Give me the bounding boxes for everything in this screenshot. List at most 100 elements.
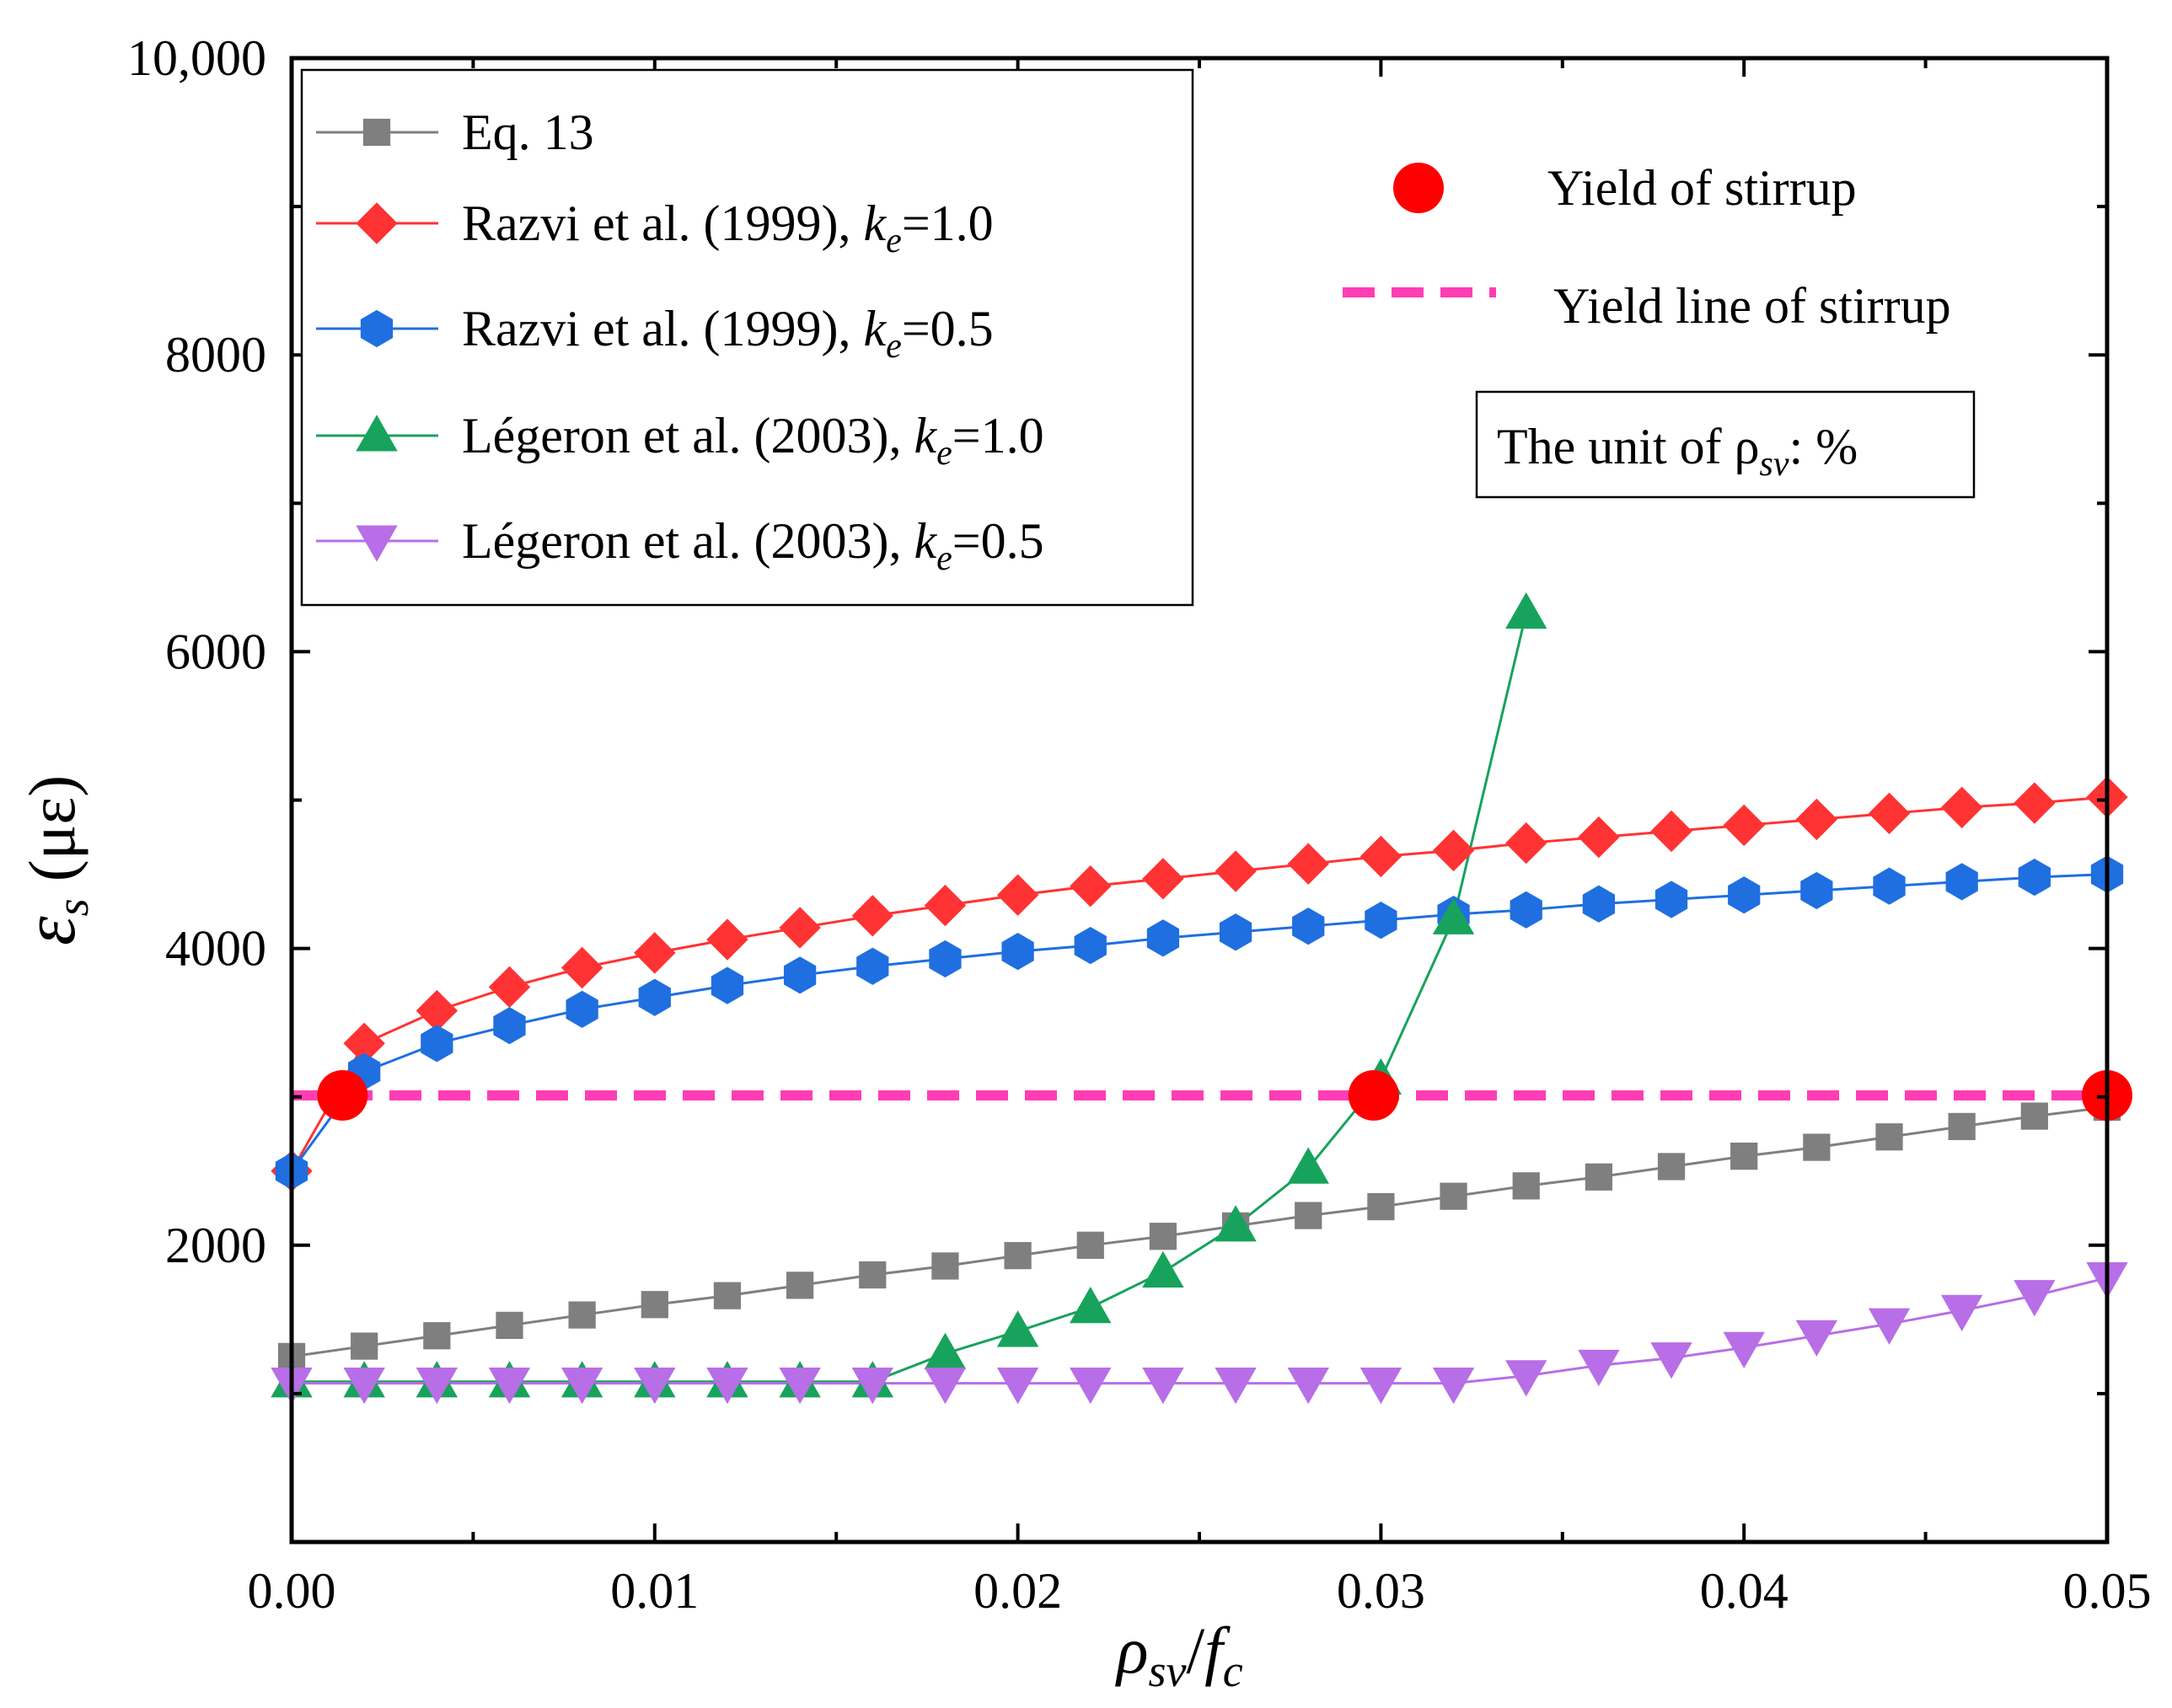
series-1-point-12 xyxy=(1142,858,1184,900)
series-2-point-8 xyxy=(856,947,889,985)
series-2-point-11 xyxy=(1074,926,1107,965)
series-2-point-6 xyxy=(711,966,744,1004)
series-1-point-8 xyxy=(851,895,893,937)
x-tick-label: 0.01 xyxy=(610,1563,699,1619)
series-4-point-20 xyxy=(1723,1331,1765,1369)
series-4-point-6 xyxy=(706,1368,748,1405)
series-2-point-24 xyxy=(2018,858,2051,897)
series-3-point-13 xyxy=(1215,1205,1257,1242)
series-0-point-14 xyxy=(1295,1202,1322,1229)
series-4-point-5 xyxy=(634,1368,676,1405)
series-1-point-24 xyxy=(2014,782,2056,824)
series-1-point-4 xyxy=(560,946,603,989)
series-0-point-17 xyxy=(1512,1172,1540,1200)
legend xyxy=(316,118,438,562)
series-0-point-19 xyxy=(1657,1153,1686,1181)
series-4-point-13 xyxy=(1215,1368,1257,1405)
x-tick-label: 0.04 xyxy=(1700,1563,1789,1619)
series-0-point-10 xyxy=(1004,1242,1032,1270)
yield-point-legend-label: Yield of stirrup xyxy=(1547,160,1857,216)
series-2-point-7 xyxy=(783,956,817,994)
x-tick-label: 0.03 xyxy=(1337,1563,1425,1619)
unit-note-box xyxy=(1475,390,1976,499)
series-1-point-7 xyxy=(779,907,821,949)
unit-note-text: The unit of ρsv: % xyxy=(1497,419,1858,484)
series-4-point-18 xyxy=(1578,1349,1620,1387)
series-4-point-19 xyxy=(1650,1342,1692,1379)
series-0-point-12 xyxy=(1149,1223,1177,1250)
legend-marker-4 xyxy=(356,525,398,562)
series-0-point-9 xyxy=(931,1252,959,1280)
series-0-point-23 xyxy=(1948,1112,1976,1141)
series-4-point-1 xyxy=(343,1368,385,1405)
series-4-point-23 xyxy=(1940,1294,1983,1331)
series-1-point-23 xyxy=(1940,786,1983,829)
y-tick-label: 2000 xyxy=(165,1218,266,1273)
series-0-point-2 xyxy=(423,1322,451,1350)
series-0-point-7 xyxy=(786,1272,814,1299)
series-0-point-3 xyxy=(496,1311,523,1340)
series-0-point-18 xyxy=(1585,1163,1612,1191)
series-2-point-13 xyxy=(1219,913,1252,951)
x-axis-title: ρsv/fc xyxy=(1115,1614,1243,1696)
series-1-point-2 xyxy=(416,989,459,1032)
series-1-point-6 xyxy=(706,918,748,961)
series-0-point-16 xyxy=(1440,1182,1467,1210)
y-tick-label: 6000 xyxy=(165,624,266,679)
legend-label-razvi-1: Razvi et al. (1999), ke=1.0 xyxy=(462,195,994,260)
series-4-point-21 xyxy=(1795,1320,1838,1357)
x-tick-label: 0.00 xyxy=(248,1563,336,1619)
x-tick-label: 0.05 xyxy=(2063,1563,2152,1619)
series-3-point-9 xyxy=(924,1332,967,1369)
series-3-point-14 xyxy=(1287,1147,1329,1184)
series-1-point-13 xyxy=(1215,850,1257,892)
series-1-point-5 xyxy=(634,932,676,974)
series-1-point-16 xyxy=(1432,829,1475,872)
series-3-point-11 xyxy=(1070,1287,1112,1324)
series-4-point-9 xyxy=(924,1368,967,1405)
series-2-point-22 xyxy=(1873,867,1906,905)
series-4-point-3 xyxy=(488,1368,531,1405)
y-tick-label: 8000 xyxy=(165,327,266,383)
series-2-point-10 xyxy=(1001,933,1034,971)
series-2-point-2 xyxy=(421,1025,453,1063)
series-1-point-17 xyxy=(1505,822,1547,865)
series-1-point-20 xyxy=(1723,804,1765,847)
series-2-point-4 xyxy=(566,990,598,1028)
series-0-point-4 xyxy=(568,1301,596,1329)
legend-label-razvi-05: Razvi et al. (1999), ke=0.5 xyxy=(462,301,994,366)
series-4-point-12 xyxy=(1142,1368,1184,1405)
series-2-point-21 xyxy=(1800,871,1833,910)
series-1-point-14 xyxy=(1287,843,1329,885)
x-tick-label: 0.02 xyxy=(973,1563,1062,1619)
series-4-point-14 xyxy=(1287,1368,1329,1405)
svg-text:εs(με): εs(με) xyxy=(9,775,98,945)
series-1-point-1 xyxy=(343,1022,385,1065)
series-0-point-5 xyxy=(641,1291,668,1319)
yield-point-0 xyxy=(317,1069,368,1121)
series-2-point-14 xyxy=(1292,908,1325,945)
y-axis-title: εs(με) xyxy=(9,775,98,945)
data-layer xyxy=(271,592,2132,1405)
series-4-point-17 xyxy=(1505,1360,1547,1397)
series-4-point-16 xyxy=(1432,1368,1475,1405)
series-3-point-12 xyxy=(1142,1250,1184,1288)
series-0-point-6 xyxy=(713,1282,742,1309)
series-4-point-11 xyxy=(1070,1368,1112,1405)
series-2-point-5 xyxy=(638,978,671,1016)
yield-legend-marker xyxy=(1393,163,1444,213)
legend-marker-2 xyxy=(360,309,394,348)
series-4-point-7 xyxy=(779,1368,821,1405)
series-2-point-9 xyxy=(929,940,962,978)
series-2-point-19 xyxy=(1654,881,1688,918)
series-2-point-20 xyxy=(1728,876,1761,914)
series-0-point-21 xyxy=(1803,1133,1831,1161)
series-3-point-10 xyxy=(996,1310,1039,1347)
series-1-point-15 xyxy=(1360,835,1402,878)
series-3-point-17 xyxy=(1505,592,1547,629)
legend-marker-3 xyxy=(356,415,398,452)
yield-point-1 xyxy=(1348,1069,1399,1121)
series-4-point-10 xyxy=(996,1368,1039,1405)
legend-marker-1 xyxy=(356,202,398,244)
axes-layer: 0.00 0.01 0.02 0.03 0.04 0.05 2000 4000 6000 8000… xyxy=(127,30,2152,1619)
